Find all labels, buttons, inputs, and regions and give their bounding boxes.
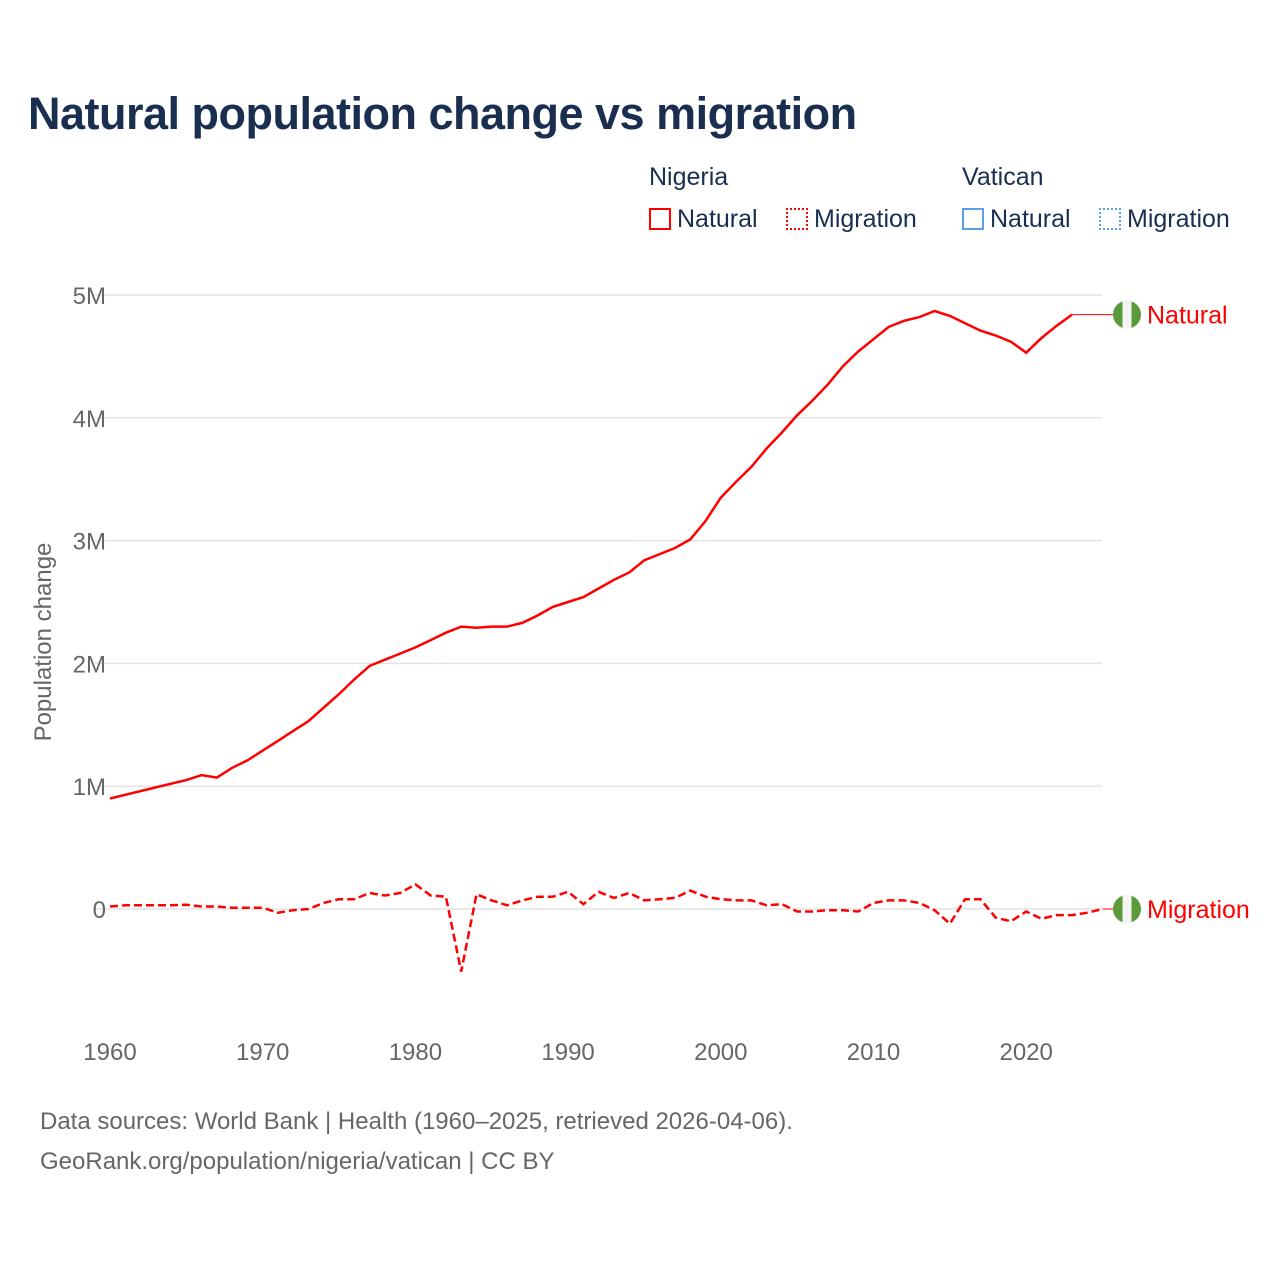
y-tick-label: 1M	[73, 774, 106, 801]
source-text: Data sources: World Bank | Health (1960–…	[40, 1108, 793, 1135]
x-tick-label: 1970	[236, 1039, 289, 1066]
legend-label: Migration	[814, 205, 917, 233]
swatch-dotted-icon	[1099, 208, 1121, 230]
legend-item-vatican-migration[interactable]: Migration	[1099, 205, 1230, 234]
series-line-natural	[109, 309, 1073, 800]
y-tick-label: 0	[93, 897, 106, 924]
x-tick-label: 1980	[389, 1039, 442, 1066]
y-tick-label: 2M	[73, 651, 106, 678]
x-tick-label: 2000	[694, 1039, 747, 1066]
x-tick-label: 1990	[541, 1039, 594, 1066]
y-tick-label: 4M	[73, 406, 106, 433]
y-tick-label: 3M	[73, 529, 106, 556]
swatch-dotted-icon	[786, 208, 808, 230]
y-tick-label: 5M	[73, 283, 106, 310]
legend-label: Natural	[990, 205, 1071, 233]
legend-group-title: Nigeria	[649, 163, 729, 191]
swatch-solid-icon	[962, 208, 984, 230]
chart-title: Natural population change vs migration	[28, 88, 857, 139]
series-end-label: Natural	[1147, 302, 1228, 330]
swatch-solid-icon	[649, 208, 671, 230]
nigeria-flag-icon	[1122, 895, 1132, 923]
series-line-migration	[109, 882, 1103, 972]
series-end-label: Migration	[1147, 896, 1250, 924]
legend-item-nigeria-migration[interactable]: Migration	[786, 205, 917, 234]
nigeria-flag-icon	[1122, 300, 1132, 329]
legend-label: Natural	[677, 205, 758, 233]
x-tick-label: 2010	[847, 1039, 900, 1066]
legend-group-title: Vatican	[962, 163, 1044, 191]
legend-item-nigeria-natural[interactable]: Natural	[649, 205, 758, 234]
legend-item-vatican-natural[interactable]: Natural	[962, 205, 1071, 234]
legend-label: Migration	[1127, 205, 1230, 233]
source-link[interactable]: GeoRank.org/population/nigeria/vatican |…	[40, 1148, 555, 1175]
x-tick-label: 1960	[83, 1039, 136, 1066]
y-axis-label: Population change	[30, 543, 57, 742]
x-tick-label: 2020	[1000, 1039, 1053, 1066]
